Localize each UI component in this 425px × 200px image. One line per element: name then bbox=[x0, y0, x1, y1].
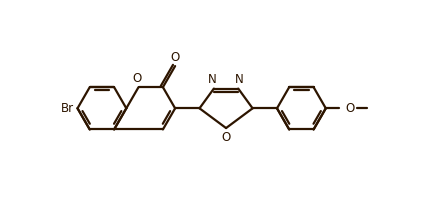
Text: Br: Br bbox=[61, 102, 74, 115]
Text: O: O bbox=[133, 72, 142, 85]
Text: O: O bbox=[346, 102, 355, 115]
Text: N: N bbox=[208, 73, 217, 86]
Text: O: O bbox=[170, 51, 180, 64]
Text: O: O bbox=[221, 131, 231, 144]
Text: N: N bbox=[235, 73, 244, 86]
